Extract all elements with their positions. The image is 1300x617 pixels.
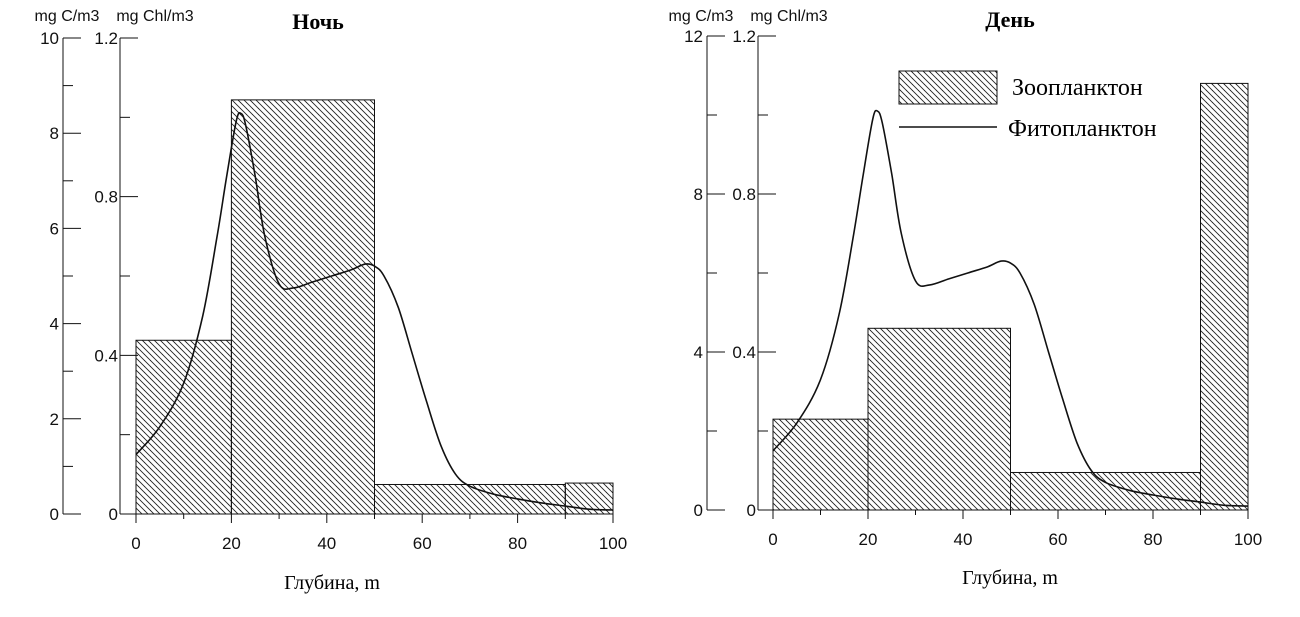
x-tick-label-3: 60 — [1049, 530, 1068, 549]
legend-phytoplankton-label: Фитопланктон — [1008, 116, 1157, 142]
zooplankton-bar-2 — [374, 483, 566, 515]
right-y-tick-label-0: 0 — [109, 505, 118, 524]
right-y-tick-label-0: 0 — [747, 501, 756, 520]
left-y-tick-label-5: 10 — [40, 29, 59, 48]
x-tick-label-1: 20 — [859, 530, 878, 549]
day-chart-title: День — [985, 7, 1035, 32]
left-y-tick-label-4: 8 — [50, 124, 59, 143]
legend-zooplankton-label: Зоопланктон — [1012, 75, 1143, 101]
zooplankton-bar-1 — [230, 99, 375, 515]
night-left-axis-unit: mg C/m3 — [35, 8, 100, 25]
x-tick-label-3: 60 — [413, 534, 432, 553]
left-y-tick-label-2: 4 — [50, 315, 59, 334]
left-y-tick-label-1: 2 — [50, 410, 59, 429]
left-y-tick-label-1: 4 — [694, 343, 703, 362]
right-y-tick-label-3: 1.2 — [732, 27, 756, 46]
x-tick-label-2: 40 — [954, 530, 973, 549]
night-chart-panel: Ночь mg C/m3 mg Chl/m3 Глубина, m 0 2 4 6 8 1… — [35, 8, 628, 594]
x-tick-label-5: 100 — [599, 534, 627, 553]
right-y-tick-label-2: 0.8 — [732, 185, 756, 204]
legend-zooplankton-swatch — [898, 70, 998, 105]
x-tick-label-1: 20 — [222, 534, 241, 553]
zooplankton-bar-2 — [1010, 471, 1201, 511]
phytoplankton-line — [135, 111, 614, 511]
night-right-axis-unit: mg Chl/m3 — [116, 8, 193, 25]
zooplankton-bar-0 — [772, 418, 869, 511]
x-tick-label-0: 0 — [768, 530, 777, 549]
left-y-tick-label-2: 8 — [694, 185, 703, 204]
x-tick-label-4: 80 — [508, 534, 527, 553]
right-y-tick-label-3: 1.2 — [94, 29, 118, 48]
day-right-axis-unit: mg Chl/m3 — [750, 8, 827, 25]
left-y-tick-label-3: 6 — [50, 219, 59, 238]
x-tick-label-4: 80 — [1144, 530, 1163, 549]
right-y-tick-label-1: 0.4 — [732, 343, 756, 362]
right-y-tick-label-2: 0.8 — [94, 188, 118, 207]
x-tick-label-5: 100 — [1234, 530, 1262, 549]
left-y-tick-label-0: 0 — [50, 505, 59, 524]
right-y-tick-label-1: 0.4 — [94, 346, 118, 365]
day-x-axis-label: Глубина, m — [962, 567, 1058, 589]
zooplankton-bar-3 — [1200, 82, 1249, 511]
x-tick-label-0: 0 — [131, 534, 140, 553]
zooplankton-bar-1 — [867, 327, 1011, 511]
x-tick-label-2: 40 — [317, 534, 336, 553]
left-y-tick-label-3: 12 — [684, 27, 703, 46]
day-left-axis-unit: mg C/m3 — [669, 8, 734, 25]
night-x-axis-label: Глубина, m — [284, 572, 380, 594]
day-chart-panel: День mg C/m3 mg Chl/m3 Глубина, m 0 4 8 12 0… — [669, 7, 1263, 589]
legend: Зоопланктон Фитопланктон — [898, 70, 1157, 142]
night-chart-title: Ночь — [292, 9, 344, 34]
phytoplankton-line — [772, 109, 1249, 507]
left-y-tick-label-0: 0 — [694, 501, 703, 520]
zooplankton-bar-0 — [135, 339, 232, 515]
